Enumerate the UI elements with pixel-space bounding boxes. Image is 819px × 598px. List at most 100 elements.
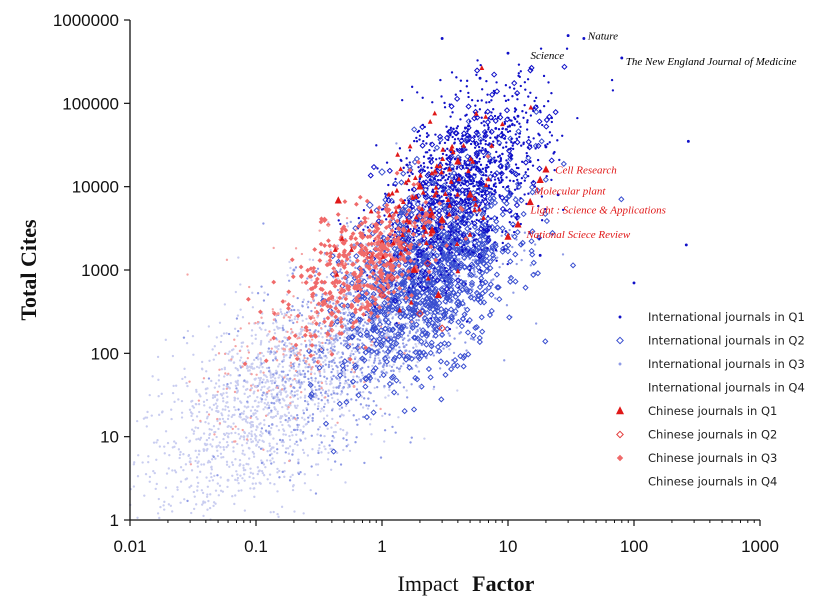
cloud-point [407,286,411,289]
cloud-point [425,356,428,360]
cloud-point [535,104,539,108]
cloud-point [498,132,505,139]
cloud-point [505,141,508,144]
cloud-point [513,110,517,113]
cloud-point [485,170,488,173]
cloud-point [409,272,416,279]
cloud-point [189,457,192,460]
cloud-point [494,297,497,300]
cloud-point [520,144,523,147]
cloud-point [461,254,468,262]
cloud-point [482,138,485,141]
cloud-point [547,100,550,103]
cloud-point [237,329,240,333]
cloud-point [287,403,290,407]
cloud-point [320,399,323,402]
cloud-point [330,370,333,374]
cloud-point [345,381,348,384]
cloud-point [331,348,335,351]
cloud-point [265,366,269,370]
cloud-point [259,430,263,433]
cloud-point [331,368,335,371]
cloud-point [441,177,444,180]
cloud-point [478,314,485,321]
cloud-point [377,348,380,351]
cloud-point [346,279,349,282]
cloud-point [365,372,373,380]
cloud-point [336,371,339,375]
cloud-point [418,327,422,330]
cloud-point [482,182,486,186]
cloud-point [211,479,215,482]
cloud-point [294,315,297,318]
cloud-point [342,428,345,432]
cloud-point [364,225,367,228]
cloud-point [405,235,412,243]
cloud-point [556,139,559,142]
cloud-point [458,250,466,257]
cloud-point [179,501,182,504]
cloud-point [210,468,213,471]
cloud-point [214,489,218,492]
cloud-point [413,376,421,383]
cloud-point [443,134,451,141]
cloud-point [425,135,429,139]
cloud-point [338,356,341,360]
cloud-point [309,383,312,387]
cloud-point [367,374,374,382]
cloud-point [237,432,240,436]
cloud-point [383,230,386,233]
cloud-point [438,273,445,280]
cloud-point [252,476,255,480]
cloud-point [417,229,420,233]
cloud-point [277,347,280,351]
cloud-point [355,436,358,439]
cloud-point [415,136,418,140]
cloud-point [366,274,369,277]
cloud-point [296,318,299,321]
cloud-point [477,219,480,222]
cloud-point [430,183,433,187]
cloud-point [240,444,244,447]
cloud-point [320,441,323,444]
cloud-point [195,438,198,441]
cloud-point [484,130,487,134]
cloud-point [467,187,471,190]
cloud-point [272,510,275,514]
cloud-point [345,438,348,442]
cloud-point [382,349,385,353]
cloud-point [225,391,228,395]
cloud-point [275,424,278,428]
cloud-point [365,404,368,407]
cloud-point [417,165,420,169]
cloud-point [478,157,481,161]
cloud-point [349,352,353,355]
cloud-point [506,161,510,164]
cloud-point [361,357,368,364]
cloud-point [460,137,463,140]
cloud-point [306,277,309,280]
cloud-point [481,146,484,150]
cloud-point [410,307,417,314]
cloud-point [307,381,314,389]
cloud-point [533,108,540,116]
cloud-point [302,359,305,362]
cloud-point [546,113,553,120]
cloud-point [186,329,190,333]
cloud-point [246,369,250,372]
cloud-point [206,508,209,511]
cloud-point [291,305,294,308]
cloud-point [491,71,498,78]
cloud-point [171,469,174,472]
cloud-point [545,174,548,178]
cloud-point [164,486,168,489]
cloud-point [236,379,240,382]
cloud-point [464,279,468,283]
cloud-point [528,184,536,191]
cloud-point [489,136,492,139]
cloud-point [273,328,276,332]
cloud-point [287,279,291,282]
cloud-point [399,158,402,162]
cloud-point [439,184,442,188]
cloud-point [397,313,404,321]
